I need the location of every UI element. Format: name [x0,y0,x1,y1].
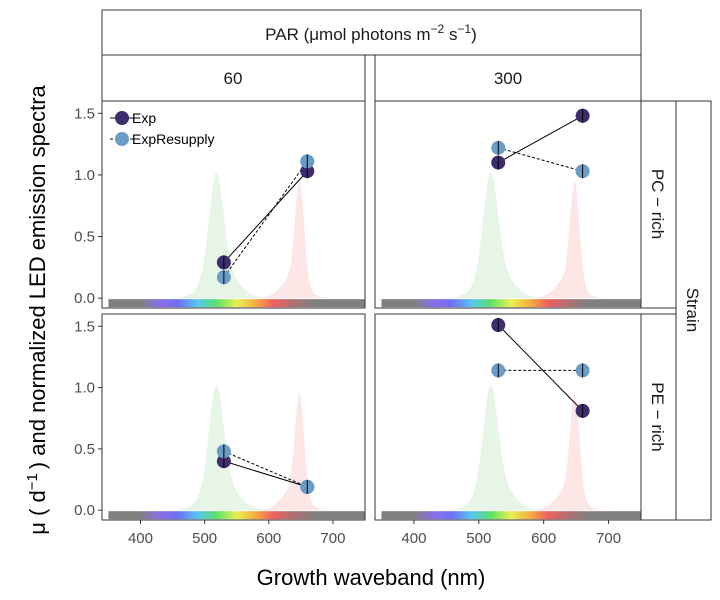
led-spectrum-red [426,393,622,511]
x-tick-label: 400 [401,530,426,547]
y-tick-label: 0.5 [74,441,95,458]
row-facet-title: Strain [683,288,702,332]
legend-key-expresupply [115,132,129,146]
spectrum-bar [381,299,641,308]
series-line-expresupply [223,161,308,278]
spectrum-bar [381,511,641,520]
panels-layer [101,100,642,521]
series-line-expresupply [223,450,308,488]
panel-border [101,313,366,521]
x-tick-label: 600 [531,530,556,547]
x-axis-title: Growth waveband (nm) [257,565,486,590]
series-line-exp [223,170,308,263]
column-strip-300 [374,54,642,102]
panel-1-0 [101,313,366,521]
led-spectrum-red [153,180,346,299]
series-line-expresupply [498,147,583,172]
spectrum-bar [108,299,365,308]
x-tick-label: 600 [256,530,281,547]
led-spectrum-green [426,172,622,299]
legend: Exp ExpResupply [110,110,215,147]
y-tick-label: 1.5 [74,318,95,335]
row-strip-pe-rich [640,313,677,521]
y-axis-title: μ ( d−1) and normalized LED emission spe… [24,84,50,534]
x-tick-label: 700 [320,530,345,547]
y-tick-label: 1.0 [74,167,95,184]
y-tick-label: 1.5 [74,105,95,122]
led-spectrum-red [426,180,622,299]
panel-border [101,100,366,309]
panel-0-0 [101,100,366,309]
y-tick-labels: 0.0 0.5 1.0 1.5 0.0 0.5 1.0 1.5 [74,105,102,519]
panel-0-1 [374,100,642,309]
row-label-pe-rich: PE − rich [648,382,667,451]
y-tick-label: 0.5 [74,229,95,246]
column-facet-title: PAR (μmol photons m−2 s−1) [265,22,477,44]
y-tick-label: 0.0 [74,290,95,307]
column-strip-60 [101,54,366,102]
column-label-60: 60 [224,69,243,88]
row-label-pc-rich: PC − rich [648,169,667,239]
legend-label-expresupply: ExpResupply [132,131,215,147]
led-spectrum-red [153,393,346,511]
column-label-300: 300 [494,69,522,88]
panel-1-1 [374,313,642,521]
series-line-exp [498,115,583,164]
led-spectrum-green [426,385,622,511]
led-spectrum-green [153,385,346,511]
legend-key-exp [115,111,129,125]
series-line-exp [497,324,583,412]
led-spectrum-green [153,172,346,299]
x-tick-label: 400 [128,530,153,547]
x-tick-labels: 400 500 600 700 400 500 600 700 [128,520,621,547]
x-tick-label: 500 [192,530,217,547]
panel-border [374,313,642,521]
legend-label-exp: Exp [132,110,156,126]
spectrum-bar [108,511,365,520]
x-tick-label: 700 [596,530,621,547]
series-line-exp [223,460,308,488]
y-tick-label: 1.0 [74,380,95,397]
column-facet-strip [101,9,642,56]
panel-border [374,100,642,309]
x-tick-label: 500 [466,530,491,547]
row-facet-strip [675,100,712,521]
y-tick-label: 0.0 [74,502,95,519]
